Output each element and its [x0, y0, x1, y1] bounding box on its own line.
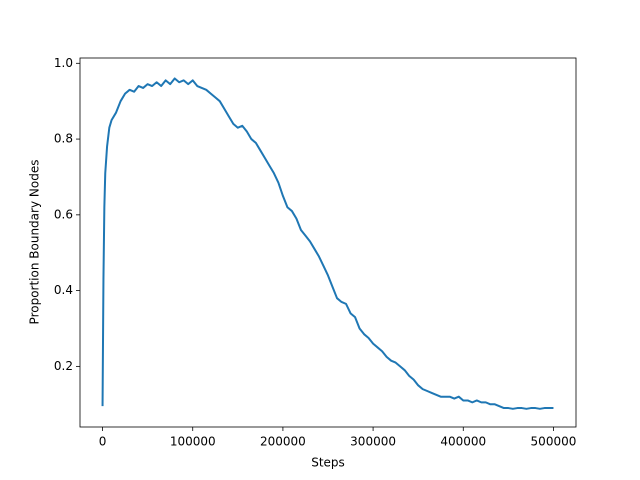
y-tick-label: 1.0 [54, 56, 73, 70]
plot-frame [79, 57, 577, 428]
x-axis-label: Steps [311, 456, 345, 470]
x-tick-label: 500000 [531, 435, 577, 449]
x-tick-label: 300000 [350, 435, 396, 449]
x-tick-label: 100000 [170, 435, 216, 449]
y-axis-label: Proportion Boundary Nodes [28, 160, 42, 325]
y-tick-label: 0.2 [54, 359, 73, 373]
x-tick-label: 0 [99, 435, 107, 449]
x-tick-label: 400000 [440, 435, 486, 449]
y-tick-label: 0.4 [54, 283, 73, 297]
y-tick-label: 0.6 [54, 207, 73, 221]
data-line [101, 77, 554, 410]
y-tick-label: 0.8 [54, 132, 73, 146]
x-tick-label: 200000 [260, 435, 306, 449]
